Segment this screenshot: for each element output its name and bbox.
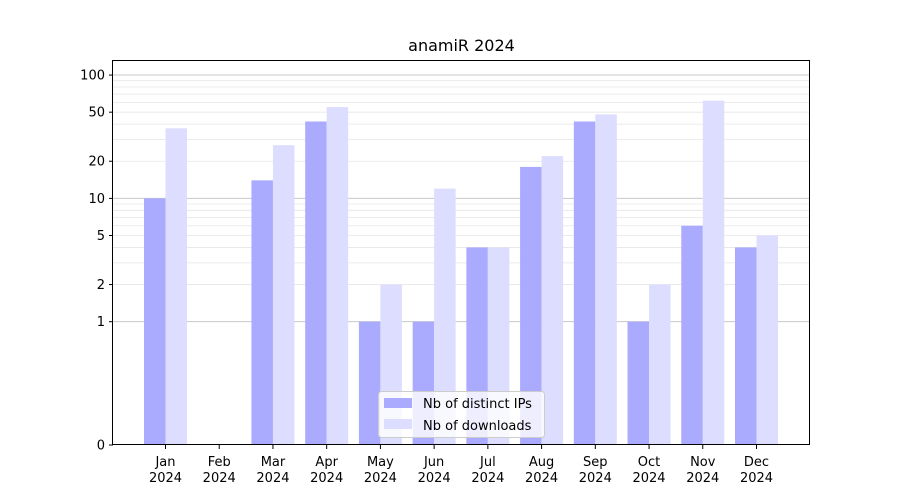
x-tick-label-month: Oct [638,455,660,470]
y-tick-label: 0 [97,439,105,454]
bar-ips [573,121,596,445]
y-tick-label: 1 [97,315,105,330]
x-tick-label-year: 2024 [149,471,182,486]
x-tick-label-month: Apr [315,455,338,470]
x-tick-label-month: Aug [529,455,554,470]
bar-downloads [595,114,617,446]
x-tick-label-month: May [367,455,394,470]
x-tick-label-year: 2024 [418,471,451,486]
y-tick-label: 5 [97,229,105,244]
x-tick-label-year: 2024 [579,471,612,486]
y-tick-label: 10 [88,192,105,207]
bar-downloads [756,235,778,445]
bar-downloads [434,188,456,446]
bar-ips [735,247,757,445]
y-tick-label: 100 [80,69,105,84]
legend-swatch-ips [384,398,412,408]
legend-box [378,391,545,438]
x-tick-label-year: 2024 [256,471,289,486]
legend-label-downloads: Nb of downloads [423,419,532,434]
bar-ips [520,166,542,445]
legend-label-ips: Nb of distinct IPs [423,397,532,412]
legend-swatch-downloads [384,419,412,429]
x-tick-label-year: 2024 [525,471,558,486]
x-tick-label-year: 2024 [686,471,719,486]
bar-ips [681,225,703,445]
y-tick-label: 50 [88,106,105,121]
x-tick-label-month: Jan [154,455,175,470]
bar-ips [251,180,273,445]
x-tick-label-year: 2024 [632,471,665,486]
bar-ips [144,198,166,445]
chart-title: anamiR 2024 [408,36,515,55]
bar-ips [358,321,381,445]
grid-layer [113,74,810,323]
x-tick-label-year: 2024 [364,471,397,486]
y-tick-label: 2 [97,278,105,293]
legend: Nb of distinct IPs Nb of downloads [378,391,545,438]
x-tick-label-year: 2024 [203,471,236,486]
x-tick-label-month: Jun [423,455,444,470]
x-tick-label-month: Sep [583,455,608,470]
y-tick-label: 20 [88,155,105,170]
x-tick-label-year: 2024 [310,471,343,486]
x-tick-label-month: Nov [690,455,716,470]
bar-downloads [165,128,187,446]
bar-downloads [326,107,349,445]
y-axis: 0 1 2 5 10 20 50 100 [80,69,113,454]
x-tick-label-month: Jul [479,455,496,470]
bar-ips [627,321,650,445]
x-tick-label-year: 2024 [471,471,504,486]
bar-ips [305,121,327,445]
x-tick-label-month: Dec [744,455,769,470]
x-axis: Jan2024Feb2024Mar2024Apr2024May2024Jun20… [149,445,773,486]
x-tick-label-year: 2024 [740,471,773,486]
plot-frame [112,60,810,445]
bar-downloads [272,145,295,445]
bar-downloads [649,284,671,445]
x-tick-label-month: Feb [208,455,231,470]
bar-downloads [702,100,725,446]
bar-downloads [541,156,564,445]
x-tick-label-month: Mar [261,455,286,470]
